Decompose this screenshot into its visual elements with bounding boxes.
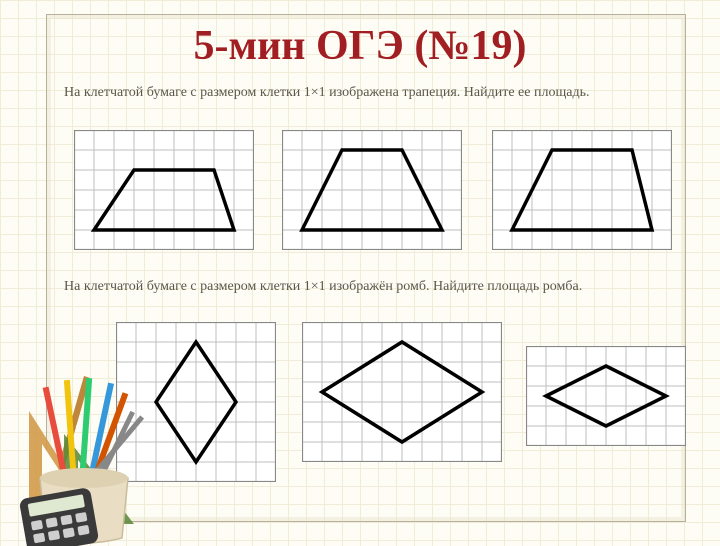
shape-trapezoid-1 (94, 170, 234, 230)
task-2-text: На клетчатой бумаге с размером клетки 1×… (64, 278, 674, 297)
task-1-text: На клетчатой бумаге с размером клетки 1×… (64, 84, 664, 103)
rhombus-3 (526, 346, 686, 446)
trapezoid-2 (282, 130, 462, 250)
page-title: 5-мин ОГЭ (№19) (0, 22, 720, 70)
trapezoid-3 (492, 130, 672, 250)
rhombus-2 (302, 322, 502, 462)
stationery-illustration (0, 346, 194, 546)
trapezoid-1 (74, 130, 254, 250)
